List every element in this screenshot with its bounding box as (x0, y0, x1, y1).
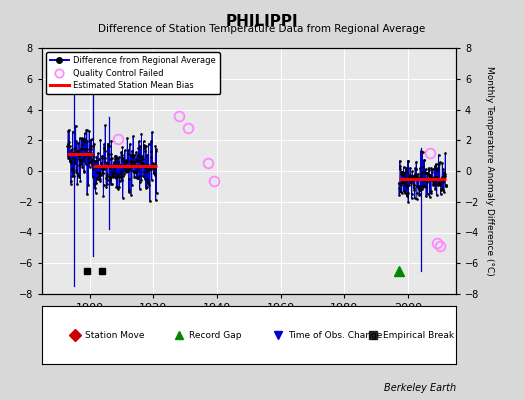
Text: Station Move: Station Move (85, 330, 145, 340)
Y-axis label: Monthly Temperature Anomaly Difference (°C): Monthly Temperature Anomaly Difference (… (485, 66, 494, 276)
Legend: Difference from Regional Average, Quality Control Failed, Estimated Station Mean: Difference from Regional Average, Qualit… (46, 52, 220, 94)
Text: Record Gap: Record Gap (189, 330, 242, 340)
Text: PHILIPPI: PHILIPPI (226, 14, 298, 29)
Text: Time of Obs. Change: Time of Obs. Change (288, 330, 383, 340)
Text: Empirical Break: Empirical Break (384, 330, 454, 340)
Text: Berkeley Earth: Berkeley Earth (384, 383, 456, 393)
Text: Difference of Station Temperature Data from Regional Average: Difference of Station Temperature Data f… (99, 24, 425, 34)
